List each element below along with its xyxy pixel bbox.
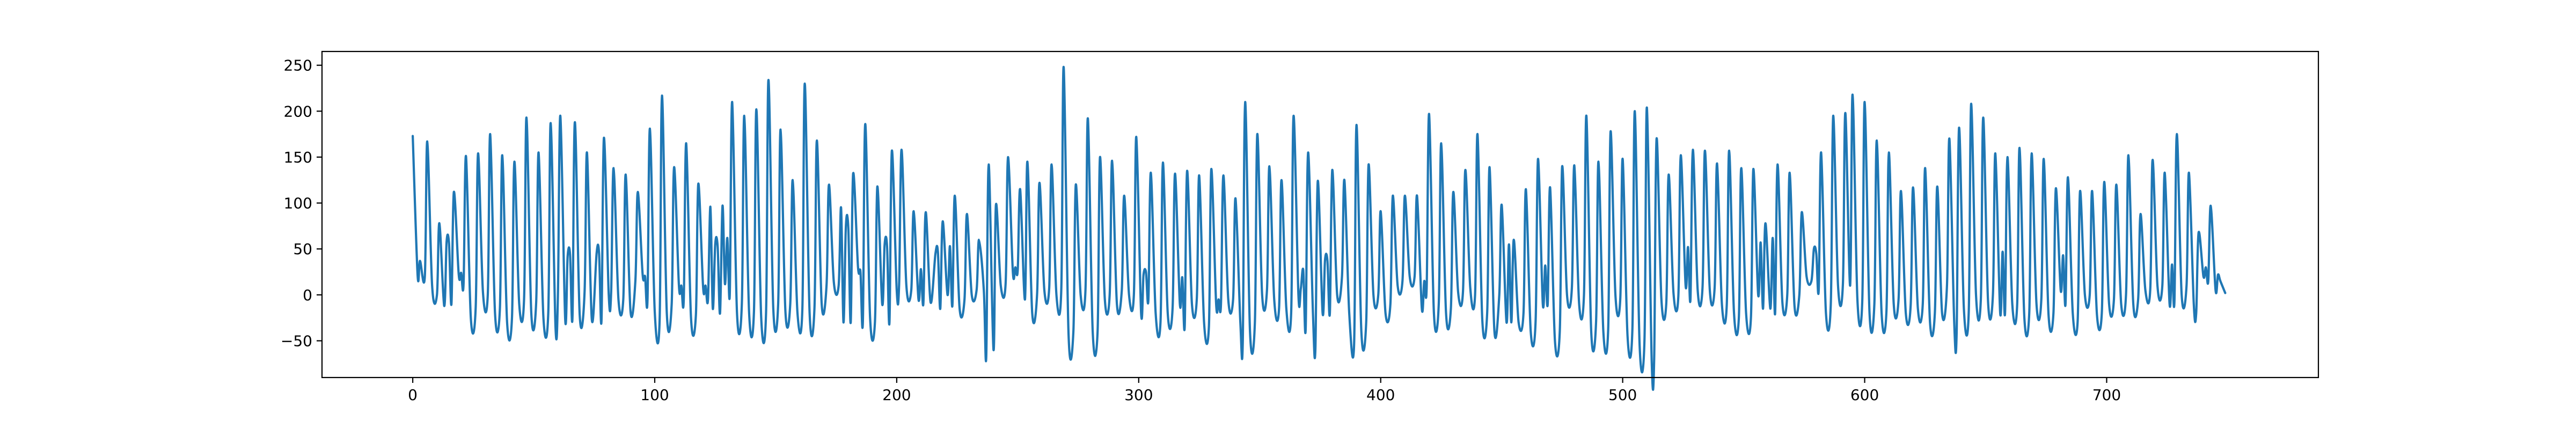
x-tick-label: 300 <box>1124 386 1153 404</box>
x-tick-label: 200 <box>882 386 911 404</box>
x-tick-label: 500 <box>1608 386 1637 404</box>
y-tick-label: 50 <box>293 240 312 258</box>
y-tick-label: 150 <box>284 149 312 166</box>
series-layer <box>412 65 2227 391</box>
y-tick-label: 100 <box>284 195 312 212</box>
series-line-1 <box>412 65 2227 391</box>
x-tick-label: 400 <box>1366 386 1395 404</box>
y-tick-label: 0 <box>303 286 312 304</box>
x-tick-label: 100 <box>640 386 669 404</box>
plot-area-frame <box>321 50 2319 379</box>
x-axis-ticks: 0 100 200 300 400 500 600 700 <box>408 378 2121 404</box>
y-tick-label: −50 <box>281 332 312 350</box>
x-tick-label: 600 <box>1850 386 1879 404</box>
y-tick-label: 250 <box>284 57 312 75</box>
x-tick-label: 700 <box>2092 386 2121 404</box>
y-tick-label: 200 <box>284 102 312 120</box>
y-axis-ticks: −50 0 50 100 150 200 250 <box>281 57 322 350</box>
x-tick-label: 0 <box>408 386 418 404</box>
